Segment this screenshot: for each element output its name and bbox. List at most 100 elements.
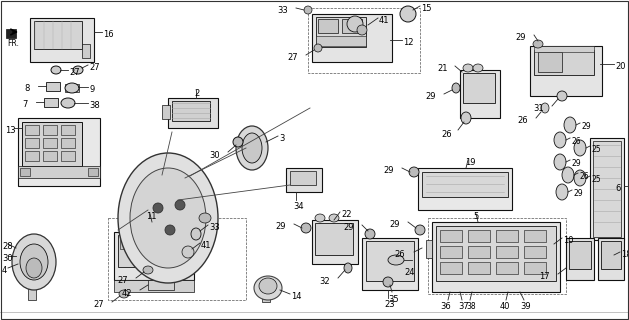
Text: 29: 29 [425,92,436,101]
Bar [460,70,500,118]
Bar [366,241,414,281]
Bar [136,237,148,249]
Bar [418,168,512,210]
Ellipse shape [357,25,367,35]
Text: 41: 41 [201,241,211,250]
Text: 36: 36 [440,302,451,311]
Bar [174,235,194,263]
Ellipse shape [463,64,473,72]
Ellipse shape [347,16,363,32]
Text: 33: 33 [209,223,220,232]
Ellipse shape [409,167,419,177]
Ellipse shape [415,225,425,235]
Ellipse shape [564,117,576,133]
Bar [440,262,462,274]
Ellipse shape [574,140,586,156]
Ellipse shape [26,258,42,278]
Ellipse shape [165,225,175,235]
Bar [422,172,508,197]
Bar [524,246,546,258]
Bar [496,230,518,242]
Bar [25,151,39,161]
Text: 10: 10 [563,236,574,245]
Bar [148,162,184,184]
Text: 16: 16 [103,30,114,39]
Bar [534,50,594,75]
Text: 29: 29 [516,33,526,42]
Ellipse shape [242,133,262,163]
Ellipse shape [182,246,194,258]
Ellipse shape [259,278,277,294]
Ellipse shape [452,83,460,93]
Text: 29: 29 [573,189,582,198]
Text: 26: 26 [442,130,452,139]
Text: 38: 38 [466,302,476,311]
Text: 37: 37 [458,302,469,311]
Ellipse shape [119,290,129,298]
Bar [316,36,366,46]
Text: 42: 42 [121,289,132,298]
Ellipse shape [461,112,471,124]
Bar [524,262,546,274]
Bar [61,151,75,161]
Bar [152,164,180,182]
Bar [120,237,132,249]
Bar [534,46,594,52]
Text: 25: 25 [591,175,601,184]
Ellipse shape [383,277,393,287]
Text: 11: 11 [146,212,157,221]
Ellipse shape [556,184,568,200]
Bar [318,19,338,33]
Bar [315,223,353,255]
Bar [440,230,462,242]
Bar [496,246,518,258]
Bar [18,166,100,178]
Bar [593,141,621,237]
Ellipse shape [254,276,282,300]
Bar [88,168,98,176]
Text: 28: 28 [2,242,13,251]
Ellipse shape [554,154,566,170]
Text: 30: 30 [2,254,13,263]
Text: 27: 27 [287,53,298,62]
Text: 29: 29 [384,166,394,175]
Bar [524,230,546,242]
Text: 27: 27 [118,276,128,285]
Text: 13: 13 [5,126,16,135]
Bar [468,246,490,258]
Bar [148,280,174,290]
Ellipse shape [473,64,483,72]
Bar [316,17,366,47]
Ellipse shape [51,66,61,74]
Ellipse shape [315,214,325,222]
Bar [43,138,57,148]
Ellipse shape [554,132,566,148]
Text: 40: 40 [500,302,511,311]
Ellipse shape [301,223,311,233]
Ellipse shape [191,228,201,240]
Bar [496,262,518,274]
Bar [114,280,194,292]
Bar [152,237,164,249]
Bar [440,246,462,258]
Text: 14: 14 [291,292,301,301]
Text: 39: 39 [520,302,531,311]
Ellipse shape [65,83,79,93]
Text: 25: 25 [591,145,601,154]
Text: 33: 33 [277,6,288,15]
Bar [25,125,39,135]
Text: 27: 27 [89,63,99,72]
Ellipse shape [388,255,404,265]
Ellipse shape [314,44,322,52]
Bar [312,14,392,62]
Text: 18: 18 [621,250,629,259]
Text: 7: 7 [23,100,28,109]
Ellipse shape [236,126,268,170]
Text: 21: 21 [438,64,448,73]
Text: 8: 8 [25,84,30,93]
Text: 23: 23 [384,300,394,309]
Text: 15: 15 [421,4,431,13]
Bar [34,21,82,49]
Text: 38: 38 [89,101,100,110]
Text: 30: 30 [209,151,220,160]
